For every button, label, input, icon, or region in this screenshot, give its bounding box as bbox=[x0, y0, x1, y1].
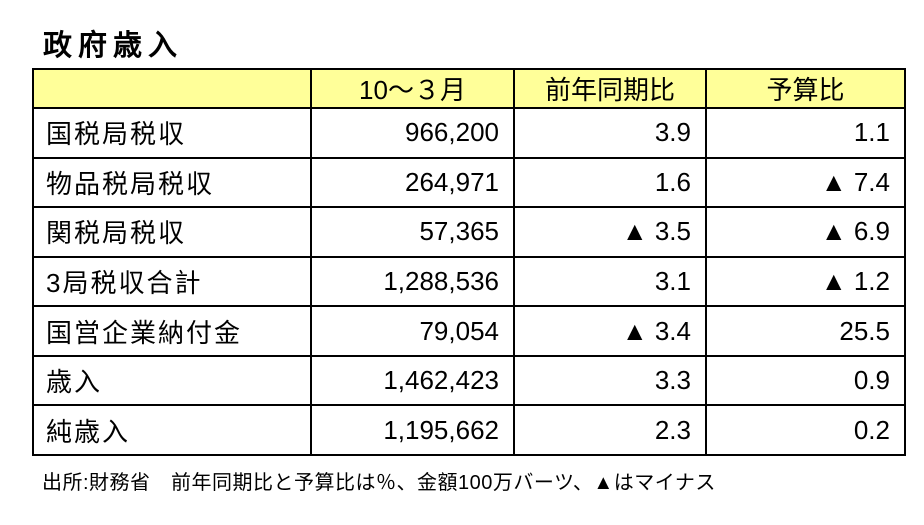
figure-title: 政府歳入 bbox=[43, 30, 184, 62]
revenue-table: 10～３月 前年同期比 予算比 国税局税収 966,200 3.9 1.1 物品… bbox=[32, 68, 906, 456]
yoy-cell: ▲ 3.4 bbox=[513, 305, 707, 357]
table-row: 3局税収合計 1,288,536 3.1 ▲ 1.2 bbox=[32, 255, 906, 308]
budget-cell: ▲ 6.9 bbox=[705, 206, 906, 258]
row-label: 国税局税収 bbox=[32, 107, 312, 159]
table-row: 国税局税収 966,200 3.9 1.1 bbox=[32, 107, 906, 159]
amount-cell: 79,054 bbox=[310, 305, 515, 357]
row-label: 物品税局税収 bbox=[32, 156, 312, 209]
amount-cell: 1,462,423 bbox=[310, 354, 515, 407]
header-row: 10～３月 前年同期比 予算比 bbox=[32, 68, 906, 109]
row-label: 純歳入 bbox=[32, 404, 312, 456]
budget-cell: ▲ 1.2 bbox=[705, 255, 906, 308]
row-label: 国営企業納付金 bbox=[32, 305, 312, 357]
header-cell-budget: 予算比 bbox=[705, 68, 906, 109]
yoy-cell: 3.3 bbox=[513, 354, 707, 407]
header-cell-period: 10～３月 bbox=[310, 68, 515, 109]
table-row: 純歳入 1,195,662 2.3 0.2 bbox=[32, 404, 906, 456]
row-label: 3局税収合計 bbox=[32, 255, 312, 308]
budget-cell: 25.5 bbox=[705, 305, 906, 357]
budget-cell: 0.2 bbox=[705, 404, 906, 456]
budget-cell: 1.1 bbox=[705, 107, 906, 159]
amount-cell: 1,288,536 bbox=[310, 255, 515, 308]
yoy-cell: 3.1 bbox=[513, 255, 707, 308]
budget-cell: ▲ 7.4 bbox=[705, 156, 906, 209]
budget-cell: 0.9 bbox=[705, 354, 906, 407]
row-label: 関税局税収 bbox=[32, 206, 312, 258]
row-label: 歳入 bbox=[32, 354, 312, 407]
yoy-cell: 3.9 bbox=[513, 107, 707, 159]
yoy-cell: 2.3 bbox=[513, 404, 707, 456]
table-row: 国営企業納付金 79,054 ▲ 3.4 25.5 bbox=[32, 305, 906, 357]
table-row: 物品税局税収 264,971 1.6 ▲ 7.4 bbox=[32, 156, 906, 209]
amount-cell: 57,365 bbox=[310, 206, 515, 258]
table-row: 関税局税収 57,365 ▲ 3.5 ▲ 6.9 bbox=[32, 206, 906, 258]
header-cell-yoy: 前年同期比 bbox=[513, 68, 707, 109]
table-row: 歳入 1,462,423 3.3 0.9 bbox=[32, 354, 906, 407]
yoy-cell: 1.6 bbox=[513, 156, 707, 209]
amount-cell: 966,200 bbox=[310, 107, 515, 159]
header-cell-empty bbox=[32, 68, 312, 109]
yoy-cell: ▲ 3.5 bbox=[513, 206, 707, 258]
amount-cell: 1,195,662 bbox=[310, 404, 515, 456]
source-note: 出所:財務省 前年同期比と予算比は％、金額100万バーツ、▲はマイナス bbox=[42, 472, 716, 494]
amount-cell: 264,971 bbox=[310, 156, 515, 209]
